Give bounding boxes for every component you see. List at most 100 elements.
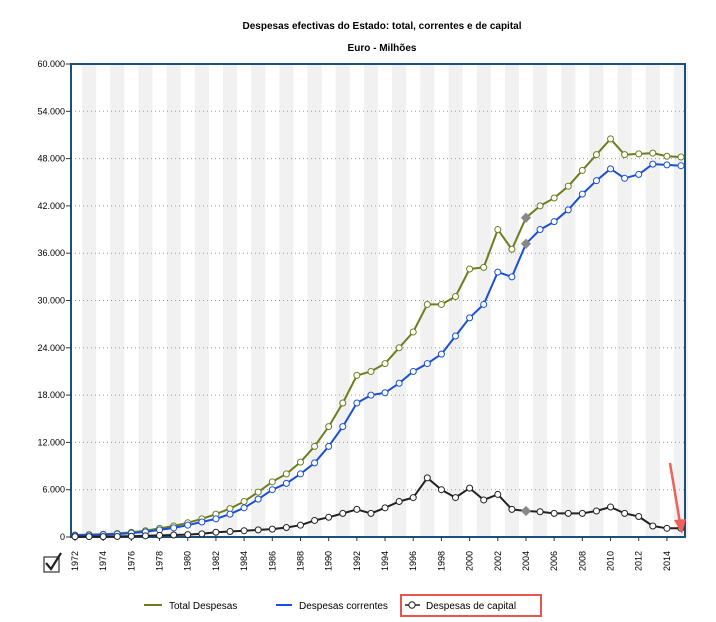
data-point[interactable] xyxy=(381,360,389,368)
data-point[interactable] xyxy=(339,509,347,517)
data-point[interactable] xyxy=(325,513,333,521)
data-point[interactable] xyxy=(311,516,319,524)
data-point[interactable] xyxy=(635,150,643,158)
data-point[interactable] xyxy=(198,518,206,526)
data-point[interactable] xyxy=(113,532,121,540)
data-point[interactable] xyxy=(677,153,685,161)
data-point[interactable] xyxy=(466,484,474,492)
data-point[interactable] xyxy=(268,486,276,494)
data-point[interactable] xyxy=(635,513,643,521)
data-point[interactable] xyxy=(367,509,375,517)
data-point[interactable] xyxy=(409,367,417,375)
data-point[interactable] xyxy=(282,470,290,478)
data-point[interactable] xyxy=(353,371,361,379)
data-point[interactable] xyxy=(663,524,671,532)
data-point[interactable] xyxy=(578,509,586,517)
data-point[interactable] xyxy=(452,332,460,340)
data-point[interactable] xyxy=(254,526,262,534)
data-point[interactable] xyxy=(240,498,248,506)
data-point[interactable] xyxy=(508,505,516,513)
data-point[interactable] xyxy=(240,504,248,512)
data-point[interactable] xyxy=(395,498,403,506)
data-point[interactable] xyxy=(466,265,474,273)
data-point[interactable] xyxy=(409,328,417,336)
data-point[interactable] xyxy=(268,478,276,486)
data-point[interactable] xyxy=(367,391,375,399)
data-point[interactable] xyxy=(480,496,488,504)
data-point[interactable] xyxy=(226,510,234,518)
data-point[interactable] xyxy=(635,170,643,178)
data-point[interactable] xyxy=(494,268,502,276)
data-point[interactable] xyxy=(311,442,319,450)
data-point[interactable] xyxy=(353,399,361,407)
data-point[interactable] xyxy=(607,503,615,511)
data-point[interactable] xyxy=(339,399,347,407)
legend-item-correntes[interactable]: Despesas correntes xyxy=(276,601,388,612)
data-point[interactable] xyxy=(452,494,460,502)
data-point[interactable] xyxy=(536,202,544,210)
data-point[interactable] xyxy=(452,293,460,301)
data-point[interactable] xyxy=(649,160,657,168)
data-point[interactable] xyxy=(296,458,304,466)
data-point[interactable] xyxy=(184,521,192,529)
data-point[interactable] xyxy=(367,367,375,375)
data-point[interactable] xyxy=(578,190,586,198)
data-point[interactable] xyxy=(480,300,488,308)
data-point[interactable] xyxy=(621,174,629,182)
data-point[interactable] xyxy=(254,488,262,496)
data-point[interactable] xyxy=(480,263,488,271)
data-point[interactable] xyxy=(578,166,586,174)
data-point[interactable] xyxy=(395,379,403,387)
data-point[interactable] xyxy=(423,360,431,368)
data-point[interactable] xyxy=(564,182,572,190)
data-point[interactable] xyxy=(212,515,220,523)
data-point[interactable] xyxy=(550,194,558,202)
data-point[interactable] xyxy=(663,152,671,160)
data-point[interactable] xyxy=(607,165,615,173)
data-point[interactable] xyxy=(395,344,403,352)
data-point[interactable] xyxy=(296,470,304,478)
data-point[interactable] xyxy=(564,206,572,214)
data-point[interactable] xyxy=(268,525,276,533)
data-point[interactable] xyxy=(564,509,572,517)
data-point[interactable] xyxy=(198,530,206,538)
legend-item-total[interactable]: Total Despesas xyxy=(144,601,237,612)
data-point[interactable] xyxy=(423,300,431,308)
data-point[interactable] xyxy=(508,273,516,281)
data-point[interactable] xyxy=(536,226,544,234)
data-point[interactable] xyxy=(141,532,149,540)
data-point[interactable] xyxy=(170,524,178,532)
data-point[interactable] xyxy=(409,494,417,502)
data-point[interactable] xyxy=(536,508,544,516)
data-point[interactable] xyxy=(550,509,558,517)
data-point[interactable] xyxy=(494,490,502,498)
data-point[interactable] xyxy=(381,504,389,512)
data-point[interactable] xyxy=(296,521,304,529)
data-point[interactable] xyxy=(592,177,600,185)
data-point[interactable] xyxy=(621,509,629,517)
data-point[interactable] xyxy=(71,533,79,541)
data-point[interactable] xyxy=(437,300,445,308)
data-point[interactable] xyxy=(99,533,107,541)
data-point[interactable] xyxy=(663,161,671,169)
data-point[interactable] xyxy=(212,528,220,536)
data-point[interactable] xyxy=(339,423,347,431)
data-point[interactable] xyxy=(254,495,262,503)
data-point[interactable] xyxy=(550,218,558,226)
data-point[interactable] xyxy=(311,459,319,467)
data-point[interactable] xyxy=(156,531,164,539)
data-point[interactable] xyxy=(621,151,629,159)
data-point[interactable] xyxy=(466,314,474,322)
data-point[interactable] xyxy=(437,350,445,358)
data-point[interactable] xyxy=(649,149,657,157)
data-point[interactable] xyxy=(282,524,290,532)
data-point[interactable] xyxy=(494,226,502,234)
data-point[interactable] xyxy=(85,533,93,541)
data-point[interactable] xyxy=(649,522,657,530)
data-point[interactable] xyxy=(325,423,333,431)
data-point[interactable] xyxy=(282,479,290,487)
data-point[interactable] xyxy=(381,389,389,397)
data-point[interactable] xyxy=(592,151,600,159)
data-point[interactable] xyxy=(437,486,445,494)
data-point[interactable] xyxy=(170,531,178,539)
